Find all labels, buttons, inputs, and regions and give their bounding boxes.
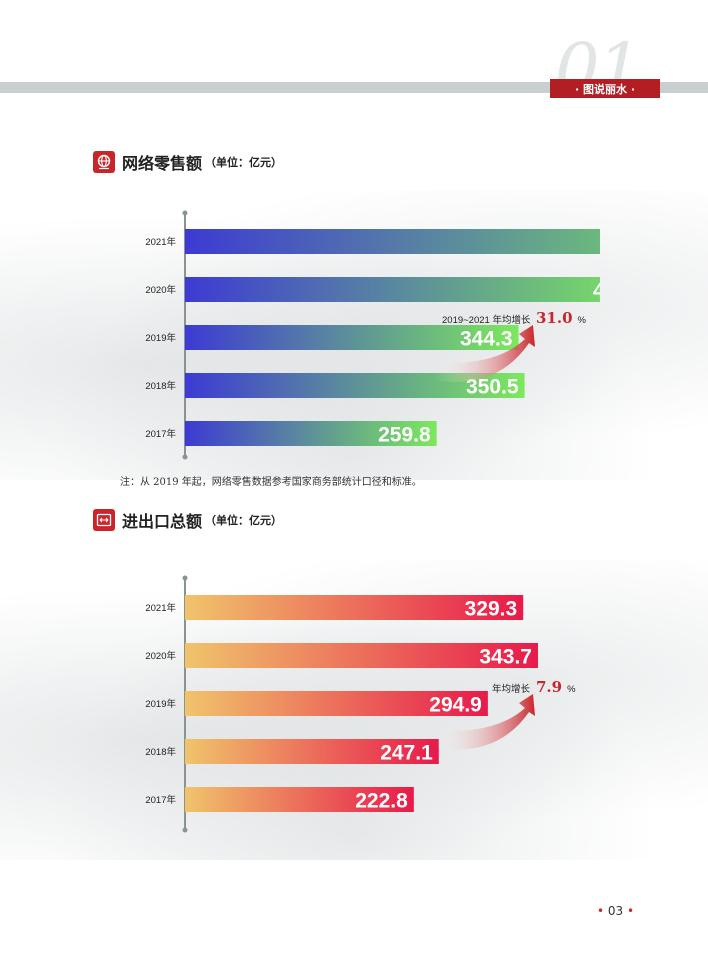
value-label: 247.1 xyxy=(380,742,433,765)
bar-2019年 xyxy=(185,325,519,350)
trade-bar-chart: 2021年 329.3 2020年 343.7 2019年 294.9 2018年 247.1… xyxy=(145,575,576,833)
section-unit: （单位：亿元） xyxy=(205,156,283,169)
bar-2020年 xyxy=(185,277,600,302)
category-label: 2021年 xyxy=(145,602,176,614)
axis-end-top xyxy=(182,575,188,581)
growth-annotation: 年均增长 7.9% xyxy=(492,678,576,696)
section-title: 进出口总额 xyxy=(122,512,203,531)
section-title: 网络零售额 xyxy=(122,154,203,173)
value-label: 294.9 xyxy=(429,694,482,717)
growth-arrow xyxy=(435,694,535,750)
page-number: • 03 • xyxy=(597,904,634,918)
bar-2020年 xyxy=(185,643,538,668)
bar-2021年 xyxy=(185,595,524,620)
axis-end-bottom xyxy=(182,827,188,833)
page-dot-left: • xyxy=(597,904,605,918)
section-unit: （单位：亿元） xyxy=(205,514,283,527)
bar-2019年 xyxy=(185,691,488,716)
bar-2017年 xyxy=(185,787,414,812)
growth-annotation: 2019~2021 年均增长 31.0% xyxy=(442,309,587,327)
chapter-title: · 图说丽水 · xyxy=(550,79,660,98)
value-label: 222.8 xyxy=(355,790,408,813)
category-label: 2021年 xyxy=(145,236,176,248)
value-label: 329.3 xyxy=(465,598,518,621)
bar-2017年 xyxy=(185,421,437,446)
section-header-trade: 进出口总额 （单位：亿元） xyxy=(93,508,282,532)
growth-arrow xyxy=(435,325,535,382)
value-label: 259.8 xyxy=(378,424,431,447)
category-label: 2018年 xyxy=(145,380,176,392)
category-label: 2019年 xyxy=(145,698,176,710)
retail-bar-chart: 2021年591.12020年481.62019年344.32018年350.5… xyxy=(145,210,600,460)
globe-icon xyxy=(93,151,115,173)
footnote: 注：从 2019 年起，网络零售数据参考国家商务部统计口径和标准。 xyxy=(120,477,422,488)
exchange-icon xyxy=(93,509,115,531)
axis-end-bottom xyxy=(182,454,188,460)
axis-end-top xyxy=(182,210,188,216)
value-label: 350.5 xyxy=(466,376,519,399)
category-label: 2020年 xyxy=(145,284,176,296)
category-label: 2018年 xyxy=(145,746,176,758)
page-number-text: 03 xyxy=(607,904,624,918)
page-dot-right: • xyxy=(627,904,635,918)
category-label: 2020年 xyxy=(145,650,176,662)
bar-2021年 xyxy=(185,229,600,254)
category-label: 2017年 xyxy=(145,794,176,806)
value-label: 343.7 xyxy=(479,646,532,669)
value-label: 344.3 xyxy=(460,328,513,351)
bar-2018年 xyxy=(185,739,439,764)
value-label: 481.6 xyxy=(593,280,600,303)
header-band xyxy=(0,82,708,93)
section-header-retail: 网络零售额 （单位：亿元） xyxy=(93,150,282,174)
category-label: 2019年 xyxy=(145,332,176,344)
category-label: 2017年 xyxy=(145,428,176,440)
